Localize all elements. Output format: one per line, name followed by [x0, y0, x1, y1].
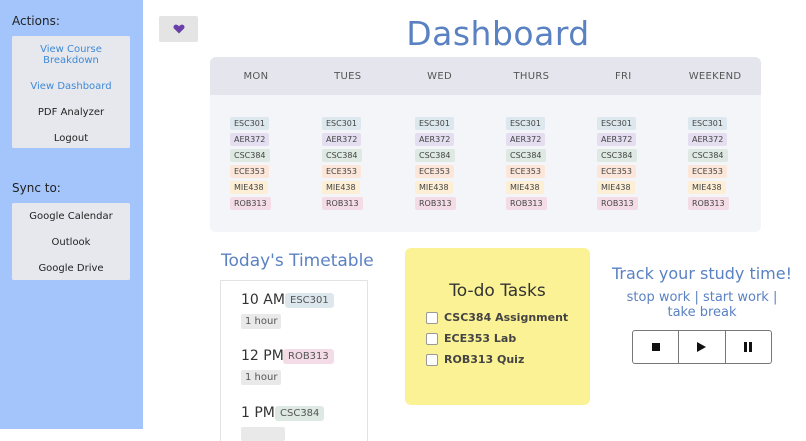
course-tag[interactable]: ROB313 [415, 197, 456, 210]
course-tag[interactable]: ROB313 [322, 197, 363, 210]
course-tag[interactable]: AER372 [506, 133, 546, 146]
course-tag[interactable]: MIE438 [322, 181, 360, 194]
course-tag[interactable]: ECE353 [506, 165, 545, 178]
timetable-course-tag: ROB313 [283, 349, 334, 364]
course-tag[interactable]: ECE353 [597, 165, 636, 178]
course-tag[interactable]: ROB313 [597, 197, 638, 210]
page-title: Dashboard [406, 14, 590, 53]
view-course-breakdown-link[interactable]: View Course Breakdown [40, 44, 102, 66]
todo-title: To-do Tasks [449, 281, 546, 301]
course-tag[interactable]: CSC384 [506, 149, 546, 162]
sync-panel: Google Calendar Outlook Google Drive [12, 203, 130, 280]
schedule-column: ESC301 AER372 CSC384 ECE353 MIE438 ROB313 [506, 117, 547, 210]
play-button[interactable] [679, 331, 726, 363]
todo-checkbox[interactable] [426, 311, 438, 324]
day-header: WED [427, 70, 452, 82]
course-tag[interactable]: MIE438 [597, 181, 635, 194]
todo-checkbox[interactable] [426, 353, 438, 366]
play-icon [697, 342, 707, 352]
course-tag[interactable]: ROB313 [230, 197, 271, 210]
todo-panel: To-do Tasks CSC384 Assignment ECE353 Lab… [405, 248, 590, 405]
course-tag[interactable]: ECE353 [415, 165, 454, 178]
schedule-column: ESC301 AER372 CSC384 ECE353 MIE438 ROB313 [415, 117, 456, 210]
todo-label: ECE353 Lab [444, 332, 517, 345]
course-tag[interactable]: ROB313 [688, 197, 729, 210]
timetable-title: Today's Timetable [221, 251, 374, 271]
course-tag[interactable]: ESC301 [597, 117, 636, 130]
schedule-column: ESC301 AER372 CSC384 ECE353 MIE438 ROB313 [597, 117, 638, 210]
course-tag[interactable]: MIE438 [230, 181, 268, 194]
course-tag[interactable]: AER372 [597, 133, 637, 146]
timetable-time: 12 PM [241, 348, 284, 364]
timer-controls [632, 330, 772, 364]
course-tag[interactable]: ESC301 [506, 117, 545, 130]
course-tag[interactable]: AER372 [415, 133, 455, 146]
todo-label: CSC384 Assignment [444, 311, 569, 324]
actions-panel: View Course Breakdown View Dashboard PDF… [12, 36, 130, 148]
course-tag[interactable]: ECE353 [688, 165, 727, 178]
pause-icon [744, 342, 753, 352]
view-dashboard-link[interactable]: View Dashboard [30, 81, 112, 92]
weekly-schedule: MON TUES WED THURS FRI WEEKEND ESC301 AER… [210, 57, 761, 232]
course-tag[interactable]: ECE353 [230, 165, 269, 178]
course-tag[interactable]: CSC384 [322, 149, 362, 162]
google-drive-link[interactable]: Google Drive [38, 263, 104, 274]
stop-icon [651, 343, 660, 351]
todo-label: ROB313 Quiz [444, 353, 525, 366]
day-header: WEEKEND [688, 70, 742, 82]
schedule-column: ESC301 AER372 CSC384 ECE353 MIE438 ROB313 [688, 117, 729, 210]
todo-item[interactable]: ROB313 Quiz [426, 353, 524, 366]
todo-checkbox[interactable] [426, 332, 438, 345]
course-tag[interactable]: CSC384 [688, 149, 728, 162]
outlook-link[interactable]: Outlook [51, 237, 91, 248]
day-header: THURS [513, 70, 550, 82]
timetable-time: 10 AM [241, 292, 285, 308]
course-tag[interactable]: ESC301 [322, 117, 361, 130]
course-tag[interactable]: MIE438 [506, 181, 544, 194]
todo-item[interactable]: CSC384 Assignment [426, 311, 568, 324]
course-tag[interactable]: ESC301 [688, 117, 727, 130]
timetable-duration: 1 hour [241, 370, 282, 385]
timetable-course-tag: CSC384 [275, 406, 325, 421]
schedule-header: MON TUES WED THURS FRI WEEKEND [210, 57, 761, 95]
course-tag[interactable]: CSC384 [597, 149, 637, 162]
timetable-list[interactable]: 10 AM ESC301 1 hour 12 PM ROB313 1 hour … [220, 280, 368, 441]
course-tag[interactable]: MIE438 [688, 181, 726, 194]
actions-heading: Actions: [12, 14, 60, 28]
course-tag[interactable]: AER372 [230, 133, 270, 146]
tracker-title: Track your study time! [611, 264, 793, 283]
pdf-analyzer-link[interactable]: PDF Analyzer [37, 107, 105, 118]
course-tag[interactable]: AER372 [688, 133, 728, 146]
day-header: FRI [614, 70, 632, 82]
tracker-subtitle: stop work | start work | take break [626, 290, 778, 320]
timetable-duration: 1 hour [241, 314, 282, 329]
google-calendar-link[interactable]: Google Calendar [29, 211, 113, 222]
course-tag[interactable]: ECE353 [322, 165, 361, 178]
course-tag[interactable]: ROB313 [506, 197, 547, 210]
todo-item[interactable]: ECE353 Lab [426, 332, 516, 345]
sync-heading: Sync to: [12, 181, 61, 195]
heart-icon [173, 24, 184, 34]
pause-button[interactable] [726, 331, 771, 363]
course-tag[interactable]: CSC384 [415, 149, 455, 162]
course-tag[interactable]: CSC384 [230, 149, 270, 162]
timetable-duration [241, 427, 285, 441]
stop-button[interactable] [633, 331, 680, 363]
course-tag[interactable]: MIE438 [415, 181, 453, 194]
day-header: TUES [334, 70, 362, 82]
schedule-column: ESC301 AER372 CSC384 ECE353 MIE438 ROB313 [230, 117, 271, 210]
favorite-button[interactable] [159, 16, 198, 42]
course-tag[interactable]: ESC301 [415, 117, 454, 130]
course-tag[interactable]: ESC301 [230, 117, 269, 130]
sidebar: Actions: View Course Breakdown View Dash… [0, 0, 143, 429]
timetable-time: 1 PM [241, 405, 275, 421]
timetable-course-tag: ESC301 [285, 293, 334, 308]
schedule-column: ESC301 AER372 CSC384 ECE353 MIE438 ROB313 [322, 117, 363, 210]
day-header: MON [243, 70, 269, 82]
course-tag[interactable]: AER372 [322, 133, 362, 146]
logout-link[interactable]: Logout [53, 133, 89, 144]
